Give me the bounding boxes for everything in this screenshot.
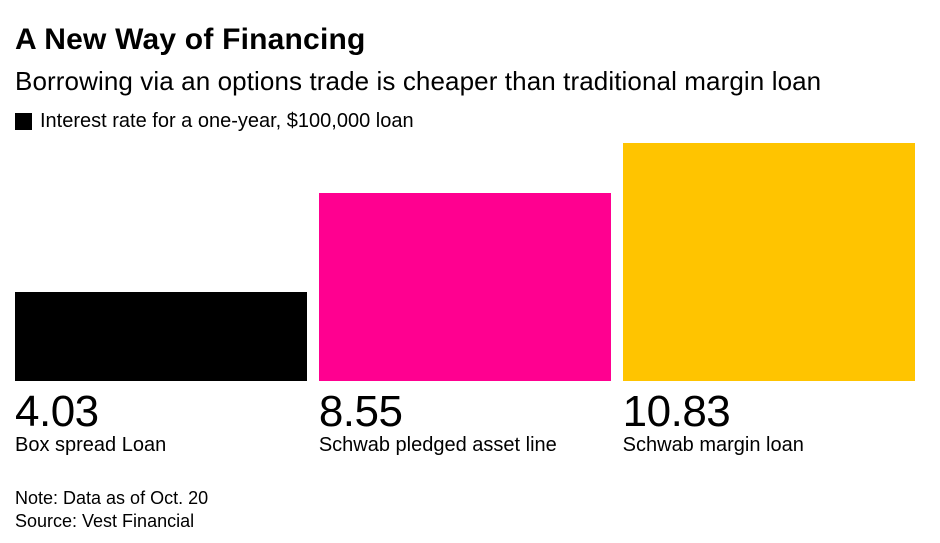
legend: Interest rate for a one-year, $100,000 l…: [15, 110, 915, 132]
bar-schwab-pledged-asset-line: [318, 193, 612, 381]
note-text: Note: Data as of Oct. 20: [15, 488, 209, 508]
legend-label: Interest rate for a one-year, $100,000 l…: [40, 110, 414, 132]
bar-area: [318, 143, 612, 381]
bar-area: [15, 143, 308, 381]
bar-group-box-spread-loan: 4.03 Box spread Loan: [15, 143, 308, 457]
bar-value-label: 4.03: [15, 387, 99, 436]
footer: Note: Data as of Oct. 20 Source: Vest Fi…: [15, 487, 915, 533]
bar-group-schwab-margin-loan: 10.83 Schwab margin loan: [622, 143, 915, 457]
bars-row: 4.03 Box spread Loan 8.55 Schwab pledged…: [15, 143, 915, 457]
bar-value-label: 8.55: [318, 387, 403, 436]
bar-group-schwab-pledged-asset-line: 8.55 Schwab pledged asset line: [318, 143, 612, 457]
bar-box-spread-loan: [15, 292, 308, 381]
bar-schwab-margin-loan: [622, 143, 915, 381]
bar-category-label: Schwab margin loan: [622, 434, 804, 456]
chart-title: A New Way of Financing: [15, 23, 366, 56]
bar-value-label: 10.83: [622, 387, 731, 436]
bar-area: [622, 143, 915, 381]
chart-subtitle: Borrowing via an options trade is cheape…: [15, 66, 822, 96]
legend-swatch-icon: [15, 112, 32, 130]
source-text: Source: Vest Financial: [15, 511, 195, 531]
bar-category-label: Schwab pledged asset line: [318, 434, 557, 456]
bar-category-label: Box spread Loan: [15, 434, 167, 456]
